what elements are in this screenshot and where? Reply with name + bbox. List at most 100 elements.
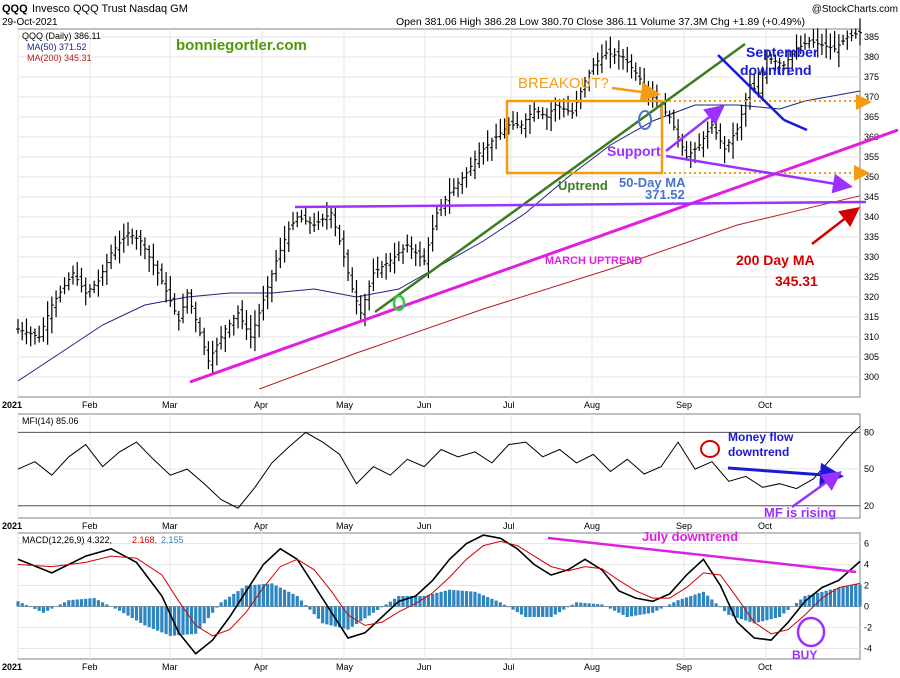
macd-histogram-bar (854, 584, 858, 607)
uptrend-label: Uptrend (558, 178, 608, 193)
macd-histogram-bar (439, 591, 443, 607)
macd-histogram-bar (549, 606, 553, 617)
macd-histogram-bar (105, 604, 109, 607)
macd-histogram-bar (464, 591, 469, 607)
macd-histogram-bar (147, 606, 151, 628)
money-flow-label: Money flow (728, 430, 794, 444)
mfi-peak-circle (700, 440, 720, 458)
mfi-layer (17, 425, 861, 509)
macd-histogram-bar (215, 606, 219, 608)
macd-histogram-bar (266, 583, 270, 607)
macd-y-tick-label: -2 (864, 623, 872, 633)
price-x-tick-label: May (336, 400, 354, 410)
chart-date: 29-Oct-2021 (2, 17, 58, 28)
price-y-tick-label: 310 (864, 332, 879, 342)
macd-histogram-bar (833, 588, 837, 607)
breakout-arrow (611, 82, 661, 102)
price-y-tick-label: 345 (864, 192, 879, 202)
price-x-tick-label: Jul (503, 400, 515, 410)
support-label: Support (607, 143, 661, 159)
macd-x-tick-label: Sep (676, 662, 692, 672)
price-legend-main: QQQ (Daily) 386.11 (22, 31, 101, 41)
macd-histogram-bar (617, 606, 621, 613)
price-x-tick-label: Aug (584, 400, 600, 410)
macd-histogram-bar (392, 598, 397, 607)
macd-histogram-bar (477, 593, 481, 607)
macd-histogram-bar (194, 606, 198, 634)
macd-histogram-bar (443, 590, 447, 607)
price-y-tick-label: 320 (864, 292, 879, 302)
macd-histogram-bar (337, 606, 342, 628)
macd-histogram-bar (486, 597, 490, 607)
macd-histogram-bar (718, 606, 722, 608)
macd-x-tick-label: Mar (162, 662, 178, 672)
september-downtrend-tail (783, 118, 808, 132)
macd-histogram-bar (714, 603, 718, 607)
macd-histogram-bar (769, 606, 773, 620)
money-flow-downtrend-arrow (727, 462, 844, 487)
macd-histogram-bar (562, 606, 566, 610)
price-y-tick-label: 385 (864, 32, 879, 42)
macd-histogram-bar (139, 606, 143, 623)
ma200-annot-value: 345.31 (775, 273, 818, 289)
macd-histogram-bar (435, 592, 439, 607)
breakout-retest-circle (638, 110, 652, 130)
price-y-tick-label: 300 (864, 372, 879, 382)
macd-histogram-bar (541, 606, 545, 617)
brand-text: @StockCharts.com (812, 4, 898, 15)
price-x-tick-label: Feb (82, 400, 98, 410)
macd-histogram-bar (346, 606, 350, 630)
macd-histogram-bar (206, 606, 211, 619)
macd-histogram-bar (744, 606, 748, 621)
macd-histogram-bar (651, 606, 655, 613)
macd-layer (16, 534, 862, 655)
mfi-x-tick-label: Mar (162, 521, 178, 531)
macd-histogram-bar (295, 596, 299, 607)
macd-histogram-bar (312, 606, 316, 615)
macd-histogram-bar (587, 603, 591, 607)
macd-histogram-bar (270, 583, 274, 607)
macd-histogram-bar (350, 606, 354, 627)
macd-histogram-bar (388, 601, 392, 607)
macd-y-tick-label: 2 (864, 581, 869, 591)
macd-histogram-bar (16, 601, 20, 607)
macd-histogram-bar (249, 585, 253, 607)
price-x-tick-label: Sep (676, 400, 692, 410)
uptrend-line (374, 42, 746, 314)
mfi-x-tick-label: Aug (584, 521, 600, 531)
macd-histogram-bar (253, 584, 257, 607)
macd-histogram-bar (232, 593, 236, 607)
money-flow-downtrend-label: downtrend (728, 445, 789, 459)
macd-histogram-bar (92, 598, 96, 607)
watermark-url: bonniegortler.com (176, 37, 307, 54)
macd-histogram-bar (841, 587, 845, 607)
macd-legend-signal: 2.168, (132, 535, 157, 545)
macd-histogram-bar (414, 596, 418, 607)
macd-histogram-bar (46, 606, 50, 611)
macd-x-tick-label: Jun (417, 662, 432, 672)
macd-histogram-bar (727, 606, 731, 615)
macd-legend-hist: 2.155 (161, 535, 184, 545)
macd-histogram-bar (321, 606, 325, 624)
buy-label: BUY (792, 648, 817, 662)
september-downtrend-line (717, 54, 785, 121)
price-y-tick-label: 325 (864, 272, 879, 282)
macd-x-tick-label: Oct (758, 662, 773, 672)
macd-histogram-bar (706, 595, 710, 607)
macd-histogram-bar (642, 606, 646, 615)
macd-histogram-bar (608, 606, 612, 609)
macd-histogram-bar (689, 596, 693, 607)
macd-histogram-bar (676, 600, 680, 607)
macd-histogram-bar (409, 596, 414, 607)
macd-histogram-bar (37, 606, 41, 611)
macd-histogram-bar (524, 606, 528, 617)
macd-histogram-bar (244, 585, 249, 607)
macd-histogram-bar (600, 604, 604, 607)
price-y-tick-label: 305 (864, 352, 879, 362)
macd-histogram-bar (96, 600, 100, 607)
mfi-x-tick-label: Jun (417, 521, 432, 531)
macd-histogram-bar (490, 598, 494, 607)
ma200-line (259, 195, 861, 390)
macd-histogram-bar (181, 606, 185, 635)
